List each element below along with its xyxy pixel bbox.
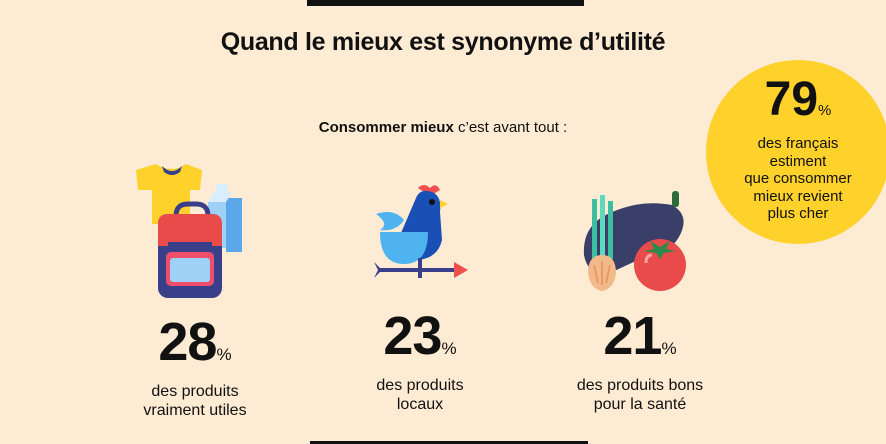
badge-line: des français: [757, 135, 839, 152]
badge-line: estiment: [769, 152, 827, 170]
stat-value-row: 23%: [345, 309, 495, 376]
stat-line: locaux: [396, 396, 444, 413]
rooster-weathervane-icon: [374, 185, 468, 278]
bottom-divider: [310, 441, 588, 444]
backpack-clothes-icon: [136, 164, 242, 298]
stat-unit: %: [216, 345, 232, 364]
stat-unit: %: [441, 339, 457, 358]
badge-value-row: 79%: [706, 76, 886, 135]
highlight-badge: 79% des français estiment que consommer …: [706, 60, 886, 244]
stat-line: pour la santé: [593, 396, 687, 413]
stat-description: des produits locaux: [345, 376, 495, 414]
vegetables-icon: [583, 191, 686, 291]
top-accent-bar: [307, 0, 584, 6]
stat-value-row: 21%: [545, 309, 735, 376]
stat-value-row: 28%: [120, 315, 270, 382]
badge-value: 79: [764, 73, 819, 126]
intro-rest: c’est avant tout :: [453, 119, 568, 136]
stat-item: 23% des produits locaux: [345, 309, 495, 414]
stat-item: 28% des produits vraiment utiles: [120, 315, 270, 420]
stat-line: des produits: [376, 377, 464, 394]
badge-line: plus cher: [767, 205, 829, 222]
stat-value: 23: [383, 306, 442, 366]
intro-text: Consommer mieux c’est avant tout :: [0, 119, 886, 136]
badge-unit: %: [818, 102, 832, 119]
stat-description: des produits vraiment utiles: [120, 382, 270, 420]
stat-item: 21% des produits bons pour la santé: [545, 309, 735, 414]
stat-line: des produits bons: [576, 377, 704, 394]
stat-description: des produits bons pour la santé: [545, 376, 735, 414]
badge-line: que consommer: [744, 170, 852, 187]
stat-value: 21: [603, 306, 662, 366]
intro-bold: Consommer mieux: [318, 119, 454, 136]
stat-line: des produits: [151, 383, 239, 400]
page-title: Quand le mieux est synonyme d’utilité: [220, 28, 666, 56]
stat-unit: %: [661, 339, 677, 358]
badge-description: des français estiment que consommer mieu…: [706, 135, 886, 223]
stat-value: 28: [158, 312, 217, 372]
badge-line: mieux revient: [753, 187, 843, 205]
stat-line: vraiment utiles: [143, 402, 247, 419]
